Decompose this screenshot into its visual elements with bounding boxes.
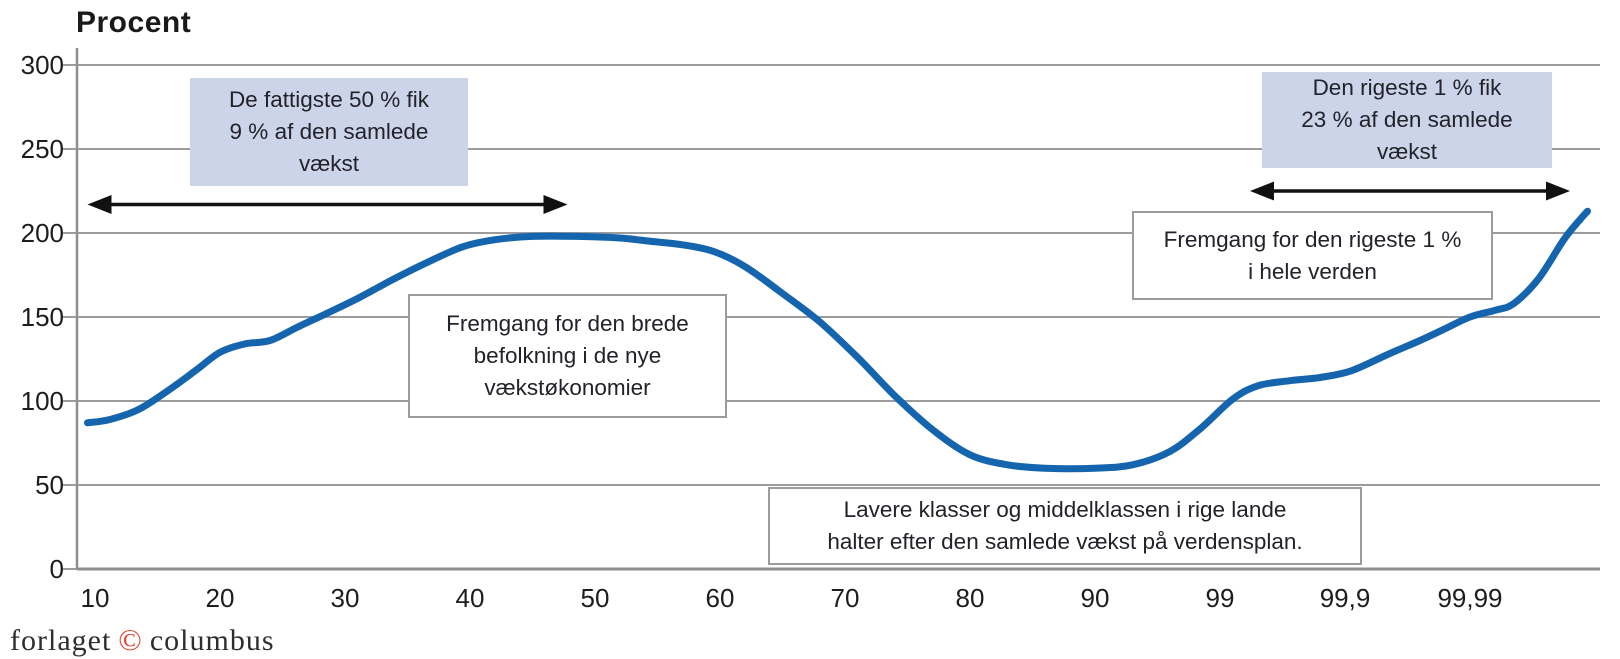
growth-curve-line bbox=[84, 207, 1591, 473]
x-tick-label: 99 bbox=[1205, 583, 1235, 613]
annotation-emerging-economies: Fremgang for den brede befolkning i de n… bbox=[408, 294, 727, 418]
y-tick-label: 300 bbox=[20, 50, 64, 80]
publisher-name-right: columbus bbox=[149, 624, 275, 657]
x-tick-label: 99,9 bbox=[1319, 583, 1371, 613]
publisher-logo: forlaget © columbus bbox=[10, 622, 275, 658]
publisher-name-left: forlaget bbox=[10, 624, 112, 657]
x-tick-label: 50 bbox=[580, 583, 610, 613]
x-tick-label: 10 bbox=[80, 583, 110, 613]
x-tick-label: 40 bbox=[455, 583, 485, 613]
y-tick-label: 200 bbox=[20, 218, 64, 248]
copyright-icon: © bbox=[118, 622, 143, 657]
x-tick-label: 99,99 bbox=[1437, 583, 1503, 613]
y-tick-label: 50 bbox=[35, 470, 64, 500]
annotation-top1-world: Fremgang for den rigeste 1 % i hele verd… bbox=[1132, 211, 1493, 300]
chart-title: Procent bbox=[76, 6, 192, 39]
y-tick-label: 100 bbox=[20, 386, 64, 416]
y-tick-label: 250 bbox=[20, 134, 64, 164]
x-tick-label: 20 bbox=[205, 583, 235, 613]
richest-1-range-arrowhead-left bbox=[1250, 181, 1274, 201]
poorest-50-range-arrowhead-right bbox=[543, 194, 568, 214]
x-tick-label: 80 bbox=[955, 583, 985, 613]
x-tick-label: 70 bbox=[830, 583, 860, 613]
poorest-50-range-arrowhead-left bbox=[87, 194, 112, 214]
y-tick-label: 150 bbox=[20, 302, 64, 332]
richest-1-range-arrowhead-right bbox=[1546, 181, 1570, 201]
x-tick-label: 60 bbox=[705, 583, 735, 613]
annotation-richest-1: Den rigeste 1 % fik 23 % af den samlede … bbox=[1262, 72, 1552, 168]
annotation-poorest-50: De fattigste 50 % fik 9 % af den samlede… bbox=[190, 78, 468, 186]
annotation-middle-class: Lavere klasser og middelklassen i rige l… bbox=[768, 487, 1362, 565]
x-tick-label: 30 bbox=[330, 583, 360, 613]
y-tick-label: 0 bbox=[49, 554, 64, 584]
x-tick-label: 90 bbox=[1080, 583, 1110, 613]
